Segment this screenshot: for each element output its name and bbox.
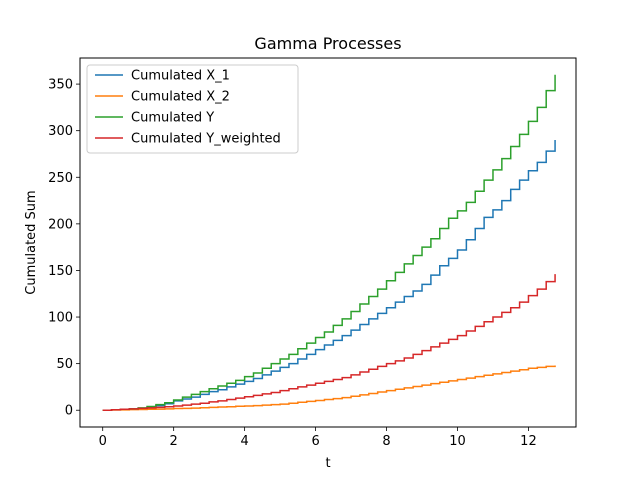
series-line-2 — [102, 365, 556, 411]
series-line-3 — [102, 74, 556, 411]
x-tick-label: 0 — [99, 434, 107, 449]
y-tick-label: 0 — [65, 404, 73, 419]
y-tick-label: 50 — [56, 357, 73, 372]
x-tick-label: 2 — [170, 434, 178, 449]
x-axis-label: t — [325, 456, 330, 471]
x-tick-label: 12 — [520, 434, 537, 449]
x-tick-label: 4 — [240, 434, 248, 449]
x-tick-label: 10 — [449, 434, 466, 449]
y-tick-label: 100 — [48, 311, 73, 326]
series-line-4 — [102, 274, 556, 411]
y-axis: 0 50 100 150 200 250 300 350 — [48, 78, 80, 419]
y-axis-label: Cumulated Sum — [24, 190, 39, 294]
legend-label-4: Cumulated Y_weighted — [131, 132, 281, 147]
legend-box — [86, 64, 299, 154]
series-line-1 — [102, 140, 556, 411]
x-tick-label: 8 — [382, 434, 390, 449]
y-tick-label: 150 — [48, 264, 73, 279]
series-lines — [102, 74, 556, 411]
y-tick-label: 300 — [48, 124, 73, 139]
y-tick-label: 250 — [48, 171, 73, 186]
x-axis: 0 2 4 6 8 10 12 — [99, 427, 537, 449]
legend-label-3: Cumulated Y — [131, 111, 214, 126]
x-tick-label: 6 — [311, 434, 319, 449]
legend-label-1: Cumulated X_1 — [131, 69, 230, 84]
axes-frame — [79, 57, 577, 428]
legend: Cumulated X_1 Cumulated X_2 Cumulated Y Cum… — [86, 64, 299, 154]
y-tick-label: 350 — [48, 78, 73, 93]
y-tick-label: 200 — [48, 217, 73, 232]
chart-title: Gamma Processes — [254, 34, 401, 53]
legend-label-2: Cumulated X_2 — [131, 90, 230, 105]
